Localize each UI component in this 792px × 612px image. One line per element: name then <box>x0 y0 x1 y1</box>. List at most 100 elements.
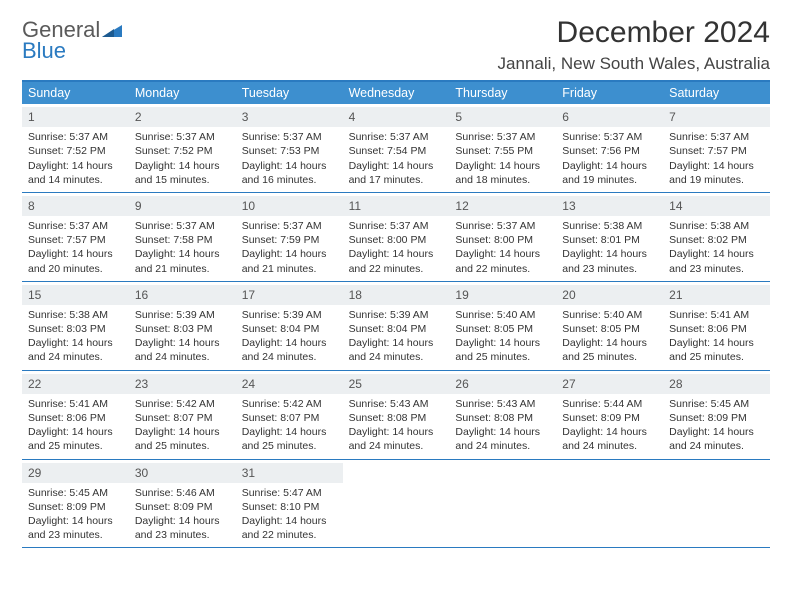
sunrise-line: Sunrise: 5:40 AM <box>455 308 550 322</box>
sunrise-line: Sunrise: 5:41 AM <box>669 308 764 322</box>
sunrise-line: Sunrise: 5:37 AM <box>242 219 337 233</box>
week-row: 29Sunrise: 5:45 AMSunset: 8:09 PMDayligh… <box>22 460 770 549</box>
daylight-line-2: and 24 minutes. <box>455 439 550 453</box>
day-number: 8 <box>22 196 129 216</box>
sunset-line: Sunset: 7:52 PM <box>28 144 123 158</box>
sunset-line: Sunset: 7:59 PM <box>242 233 337 247</box>
daylight-line-1: Daylight: 14 hours <box>349 425 444 439</box>
sunrise-line: Sunrise: 5:39 AM <box>349 308 444 322</box>
daylight-line-1: Daylight: 14 hours <box>455 247 550 261</box>
sunrise-line: Sunrise: 5:37 AM <box>349 219 444 233</box>
daylight-line-1: Daylight: 14 hours <box>135 336 230 350</box>
daylight-line-1: Daylight: 14 hours <box>242 159 337 173</box>
daylight-line-1: Daylight: 14 hours <box>135 159 230 173</box>
logo-line2: Blue <box>22 38 66 63</box>
sunset-line: Sunset: 8:00 PM <box>349 233 444 247</box>
day-number: 11 <box>343 196 450 216</box>
sunset-line: Sunset: 8:06 PM <box>28 411 123 425</box>
sunset-line: Sunset: 8:03 PM <box>28 322 123 336</box>
daylight-line-1: Daylight: 14 hours <box>669 425 764 439</box>
sunset-line: Sunset: 8:09 PM <box>28 500 123 514</box>
sunset-line: Sunset: 8:09 PM <box>135 500 230 514</box>
sunrise-line: Sunrise: 5:38 AM <box>28 308 123 322</box>
sunrise-line: Sunrise: 5:46 AM <box>135 486 230 500</box>
sunrise-line: Sunrise: 5:45 AM <box>28 486 123 500</box>
daylight-line-2: and 24 minutes. <box>669 439 764 453</box>
sunset-line: Sunset: 8:03 PM <box>135 322 230 336</box>
title-block: December 2024 Jannali, New South Wales, … <box>498 16 770 74</box>
day-number: 23 <box>129 374 236 394</box>
sunset-line: Sunset: 8:07 PM <box>135 411 230 425</box>
day-cell <box>343 460 450 548</box>
day-number: 25 <box>343 374 450 394</box>
day-cell: 22Sunrise: 5:41 AMSunset: 8:06 PMDayligh… <box>22 371 129 459</box>
sunrise-line: Sunrise: 5:41 AM <box>28 397 123 411</box>
day-cell: 16Sunrise: 5:39 AMSunset: 8:03 PMDayligh… <box>129 282 236 370</box>
day-number: 17 <box>236 285 343 305</box>
day-cell: 21 Sunrise: 5:41 AMSunset: 8:06 PMDayligh… <box>663 282 770 370</box>
logo-triangle-icon <box>102 23 122 37</box>
daylight-line-1: Daylight: 14 hours <box>669 336 764 350</box>
sunrise-line: Sunrise: 5:37 AM <box>135 130 230 144</box>
daylight-line-1: Daylight: 14 hours <box>242 336 337 350</box>
day-number: 4 <box>343 107 450 127</box>
day-number: 19 <box>449 285 556 305</box>
daylight-line-2: and 19 minutes. <box>562 173 657 187</box>
daylight-line-2: and 23 minutes. <box>669 262 764 276</box>
sunset-line: Sunset: 8:08 PM <box>349 411 444 425</box>
day-cell: 24Sunrise: 5:42 AMSunset: 8:07 PMDayligh… <box>236 371 343 459</box>
daylight-line-2: and 25 minutes. <box>455 350 550 364</box>
sunset-line: Sunset: 7:56 PM <box>562 144 657 158</box>
sunrise-line: Sunrise: 5:37 AM <box>455 219 550 233</box>
daylight-line-2: and 16 minutes. <box>242 173 337 187</box>
daylight-line-1: Daylight: 14 hours <box>562 336 657 350</box>
day-cell: 11Sunrise: 5:37 AMSunset: 8:00 PMDayligh… <box>343 193 450 281</box>
day-cell: 28Sunrise: 5:45 AMSunset: 8:09 PMDayligh… <box>663 371 770 459</box>
day-cell: 2Sunrise: 5:37 AMSunset: 7:52 PMDaylight… <box>129 104 236 192</box>
daylight-line-2: and 24 minutes. <box>349 439 444 453</box>
daylight-line-2: and 22 minutes. <box>455 262 550 276</box>
daylight-line-2: and 24 minutes. <box>28 350 123 364</box>
daylight-line-1: Daylight: 14 hours <box>28 336 123 350</box>
sunrise-line: Sunrise: 5:37 AM <box>242 130 337 144</box>
sunrise-line: Sunrise: 5:37 AM <box>135 219 230 233</box>
daylight-line-2: and 25 minutes. <box>242 439 337 453</box>
weekday-header: Wednesday <box>343 82 450 104</box>
day-number: 6 <box>556 107 663 127</box>
daylight-line-2: and 25 minutes. <box>28 439 123 453</box>
daylight-line-1: Daylight: 14 hours <box>242 425 337 439</box>
day-cell: 14Sunrise: 5:38 AMSunset: 8:02 PMDayligh… <box>663 193 770 281</box>
daylight-line-2: and 22 minutes. <box>242 528 337 542</box>
day-number: 22 <box>22 374 129 394</box>
day-number: 18 <box>343 285 450 305</box>
header: General Blue December 2024 Jannali, New … <box>22 16 770 74</box>
sunset-line: Sunset: 8:05 PM <box>455 322 550 336</box>
day-number: 14 <box>663 196 770 216</box>
location: Jannali, New South Wales, Australia <box>498 54 770 74</box>
day-number: 27 <box>556 374 663 394</box>
daylight-line-2: and 23 minutes. <box>135 528 230 542</box>
sunrise-line: Sunrise: 5:47 AM <box>242 486 337 500</box>
day-cell: 30Sunrise: 5:46 AMSunset: 8:09 PMDayligh… <box>129 460 236 548</box>
sunset-line: Sunset: 7:57 PM <box>28 233 123 247</box>
week-row: 22 Sunrise: 5:41 AMSunset: 8:06 PM Dayligh… <box>22 371 770 460</box>
daylight-line-2: and 25 minutes. <box>562 350 657 364</box>
month-title: December 2024 <box>498 16 770 50</box>
day-cell: 27Sunrise: 5:44 AMSunset: 8:09 PMDayligh… <box>556 371 663 459</box>
daylight-line-1: Daylight: 14 hours <box>28 514 123 528</box>
day-cell: 13Sunrise: 5:38 AMSunset: 8:01 PMDayligh… <box>556 193 663 281</box>
logo: General Blue <box>22 16 122 62</box>
day-number: 9 <box>129 196 236 216</box>
daylight-line-1: Daylight: 14 hours <box>455 159 550 173</box>
daylight-line-2: and 14 minutes. <box>28 173 123 187</box>
daylight-line-2: and 25 minutes. <box>135 439 230 453</box>
daylight-line-2: and 25 minutes. <box>669 350 764 364</box>
daylight-line-1: Daylight: 14 hours <box>135 425 230 439</box>
logo-text: General Blue <box>22 20 100 62</box>
sunrise-line: Sunrise: 5:44 AM <box>562 397 657 411</box>
day-number: 29 <box>22 463 129 483</box>
day-number: 5 <box>449 107 556 127</box>
day-number: 21 <box>663 285 770 305</box>
sunset-line: Sunset: 8:06 PM <box>669 322 764 336</box>
daylight-line-1: Daylight: 14 hours <box>562 247 657 261</box>
